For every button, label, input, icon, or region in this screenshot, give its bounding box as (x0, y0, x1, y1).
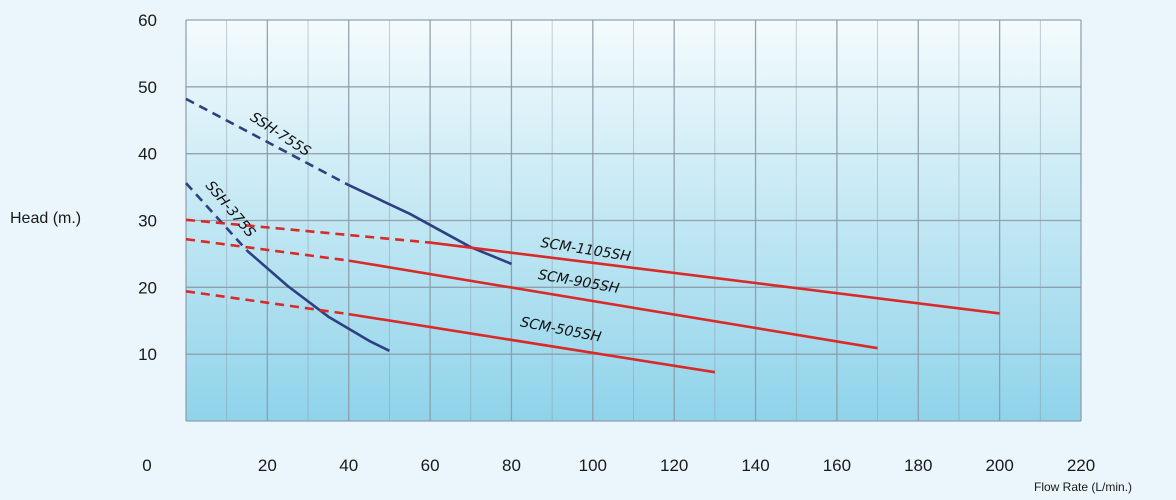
x-tick-labels: 0 20 40 60 80 100 120 140 160 180 200 220 (142, 456, 1095, 475)
x-tick-label: 140 (741, 456, 769, 475)
series-solid-line (429, 241, 1000, 315)
x-tick-label: 80 (502, 456, 521, 475)
y-tick-label: 10 (138, 345, 157, 364)
series-dashed-line (185, 218, 431, 244)
x-tick-label: 60 (421, 456, 440, 475)
x-tick-label: 100 (579, 456, 607, 475)
y-tick-label: 60 (138, 11, 157, 30)
series-solid-line (348, 183, 512, 266)
y-tick-label: 20 (138, 278, 157, 297)
y-tick-labels: 10 20 30 40 50 60 (138, 11, 157, 364)
x-tick-label: 20 (258, 456, 277, 475)
y-tick-label: 50 (138, 78, 157, 97)
x-tick-label: 160 (823, 456, 851, 475)
x-tick-label: 120 (660, 456, 688, 475)
x-tick-label: 200 (985, 456, 1013, 475)
series-dashed-line (185, 182, 248, 252)
y-axis-label: Head (m.) (10, 210, 81, 227)
series-solid-line (246, 249, 390, 352)
x-tick-label: 220 (1067, 456, 1095, 475)
series-solid-line (348, 259, 878, 350)
x-tick-label: 0 (142, 456, 151, 475)
series-dashed-line (185, 290, 349, 316)
y-tick-label: 40 (138, 145, 157, 164)
x-axis-label: Flow Rate (L/min.) (1034, 480, 1132, 494)
x-tick-label: 40 (339, 456, 358, 475)
x-tick-label: 180 (904, 456, 932, 475)
series-layer (185, 97, 1000, 374)
series-dashed-line (185, 237, 349, 262)
grid-lines (185, 19, 1082, 422)
series-solid-line (348, 312, 716, 374)
series-dashed-line (185, 97, 350, 187)
y-tick-label: 30 (138, 212, 157, 231)
